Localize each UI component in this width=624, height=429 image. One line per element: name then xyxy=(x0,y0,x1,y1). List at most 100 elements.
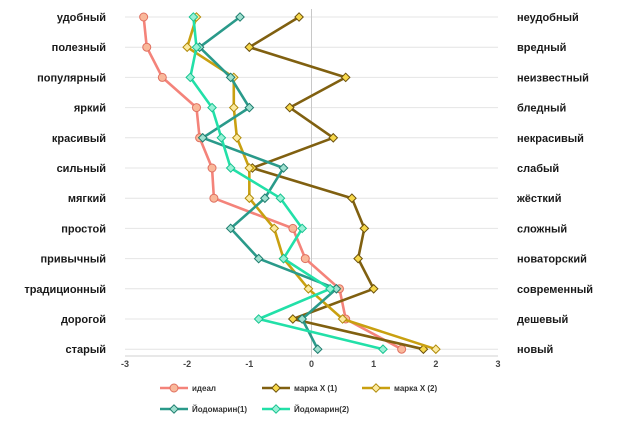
data-point xyxy=(337,314,348,324)
data-point xyxy=(185,72,196,83)
data-point xyxy=(359,223,370,234)
x-tick-label: 0 xyxy=(309,359,314,369)
legend-label: идеал xyxy=(192,384,216,393)
data-point xyxy=(287,314,298,324)
legend-label: Йодомарин(1) xyxy=(192,405,247,414)
left-label: старый xyxy=(66,344,107,356)
right-label: неудобный xyxy=(517,12,579,24)
data-point xyxy=(269,223,280,234)
left-label: удобный xyxy=(57,12,106,24)
left-label: популярный xyxy=(37,72,106,84)
data-point xyxy=(157,72,167,82)
data-point xyxy=(278,163,289,173)
left-label: мягкий xyxy=(68,193,106,205)
series-line xyxy=(142,16,403,351)
x-tick-label: 2 xyxy=(433,359,438,369)
series-4 xyxy=(185,12,388,355)
right-label: вредный xyxy=(517,42,566,54)
legend-marker xyxy=(371,383,381,393)
data-point xyxy=(340,72,351,83)
left-labels: удобный полезный популярный яркий красивый си… xyxy=(24,12,106,356)
legend-item: Йодомарин(1) xyxy=(160,404,247,414)
legend-item: идеал xyxy=(160,383,216,393)
legend-marker xyxy=(271,404,281,414)
data-point xyxy=(300,254,310,264)
data-point xyxy=(191,103,201,113)
data-point xyxy=(353,253,364,264)
series-line xyxy=(248,15,424,351)
data-point xyxy=(275,193,286,204)
legend-label: марка X (2) xyxy=(394,384,437,393)
series-line xyxy=(188,16,384,351)
right-label: дешевый xyxy=(517,314,568,326)
legend-marker xyxy=(169,404,179,414)
x-tick-label: 1 xyxy=(371,359,376,369)
data-point xyxy=(207,163,217,173)
data-point xyxy=(288,223,298,233)
x-tick-label: -2 xyxy=(183,359,191,369)
legend-marker xyxy=(271,383,281,393)
data-point xyxy=(253,253,264,264)
data-point xyxy=(225,163,236,173)
right-label: новаторский xyxy=(517,254,587,266)
data-point xyxy=(378,344,388,355)
data-point xyxy=(244,102,255,113)
data-point xyxy=(284,102,295,113)
right-labels: неудобный вредный неизвестный бледный некрас… xyxy=(516,12,593,356)
data-point xyxy=(207,102,217,113)
data-point xyxy=(325,283,336,294)
left-label: яркий xyxy=(74,103,106,115)
data-point xyxy=(244,193,255,204)
data-point xyxy=(231,132,242,143)
right-label: современный xyxy=(517,284,593,296)
data-point xyxy=(297,223,308,234)
legend: идеал марка X (1) марка X (2) Йодомарин(1) Й… xyxy=(160,383,437,414)
data-point xyxy=(303,283,314,294)
series-0 xyxy=(139,12,407,354)
data-point xyxy=(228,102,239,113)
data-point xyxy=(368,283,379,294)
data-point xyxy=(235,12,245,22)
right-label: жёсткий xyxy=(516,193,561,205)
data-point xyxy=(312,344,323,355)
data-point xyxy=(188,12,199,22)
data-point xyxy=(216,132,227,143)
data-point xyxy=(182,42,193,53)
legend-label: Йодомарин(2) xyxy=(294,405,349,414)
legend-label: марка X (1) xyxy=(294,384,337,393)
right-label: некрасивый xyxy=(517,133,584,145)
data-point xyxy=(278,253,289,264)
data-point xyxy=(430,344,441,355)
data-point xyxy=(142,42,152,52)
x-tick-labels: -3 -2 -1 0 1 2 3 xyxy=(121,359,501,369)
data-point xyxy=(397,344,407,354)
legend-item: Йодомарин(2) xyxy=(262,404,349,414)
legend-item: марка X (2) xyxy=(362,383,437,393)
data-point xyxy=(328,132,339,143)
data-point xyxy=(294,12,304,22)
data-point xyxy=(347,193,357,204)
x-tick-label: -3 xyxy=(121,359,129,369)
left-label: привычный xyxy=(41,254,106,266)
legend-marker xyxy=(169,383,179,393)
right-label: бледный xyxy=(517,103,566,115)
data-point xyxy=(191,42,202,53)
series-line xyxy=(198,15,338,350)
left-label: традиционный xyxy=(24,284,106,296)
series-3 xyxy=(194,12,342,355)
right-label: сложный xyxy=(517,223,567,235)
right-label: слабый xyxy=(517,163,559,175)
legend-item: марка X (1) xyxy=(262,383,337,393)
right-label: неизвестный xyxy=(517,72,589,84)
x-tick-label: 3 xyxy=(495,359,500,369)
data-point xyxy=(225,223,236,234)
x-tick-label: -1 xyxy=(245,359,253,369)
series-1 xyxy=(244,12,429,355)
data-point xyxy=(253,314,264,324)
left-label: полезный xyxy=(52,42,106,54)
data-point xyxy=(259,193,270,204)
data-point xyxy=(209,193,219,203)
data-point xyxy=(139,12,149,22)
data-point xyxy=(244,163,255,173)
